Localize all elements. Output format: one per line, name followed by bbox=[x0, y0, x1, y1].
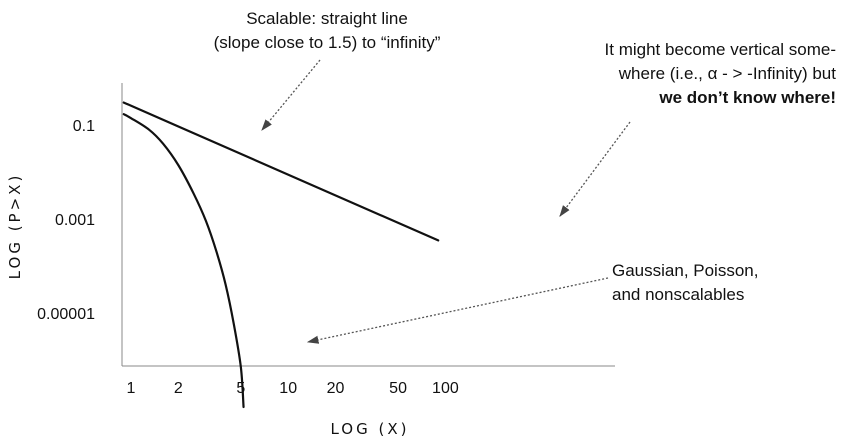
annotation-segment: where (i.e., α - > -Infinity) but bbox=[618, 64, 836, 83]
annotation-segment: and nonscalables bbox=[612, 285, 744, 304]
annotation-line: It might become vertical some- bbox=[605, 40, 836, 59]
annotation-3: Gaussian, Poisson, and nonscalables bbox=[612, 261, 758, 304]
series-line-scalable bbox=[122, 101, 440, 242]
annotation-segment: Scalable: straight line bbox=[246, 9, 408, 28]
y-tick-label: 0.00001 bbox=[37, 306, 95, 323]
x-tick-label: 2 bbox=[174, 380, 183, 397]
annotation-segment: Gaussian, Poisson, bbox=[612, 261, 758, 280]
y-tick-labels: 0.1 0.001 0.00001 bbox=[37, 118, 95, 323]
x-tick-label: 10 bbox=[279, 380, 297, 397]
y-axis-label: LOG (P>X) bbox=[6, 173, 24, 280]
annotation-line: Scalable: straight line bbox=[246, 9, 408, 28]
annotation-arrow bbox=[559, 121, 631, 217]
series-line-nonscalable bbox=[122, 113, 245, 409]
x-tick-label: 5 bbox=[236, 380, 245, 397]
y-tick-label: 0.001 bbox=[55, 212, 95, 229]
annotation-arrow bbox=[306, 277, 609, 344]
axes bbox=[121, 83, 615, 367]
annotation-line: we don’t know where! bbox=[658, 88, 836, 107]
annotation-arrow bbox=[261, 59, 321, 131]
x-tick-label: 1 bbox=[127, 380, 136, 397]
x-tick-label: 100 bbox=[432, 380, 459, 397]
x-tick-labels: 1 2 5 10 20 50 100 bbox=[127, 380, 459, 397]
annotation-2: It might become vertical some-where (i.e… bbox=[605, 40, 837, 107]
annotation-arrows bbox=[261, 59, 631, 344]
annotation-1: Scalable: straight line (slope close to 1… bbox=[214, 9, 441, 52]
annotation-segment: It might become vertical some- bbox=[605, 40, 836, 59]
annotation-line: Gaussian, Poisson, bbox=[612, 261, 758, 280]
annotation-line: where (i.e., α - > -Infinity) but bbox=[618, 64, 836, 83]
annotation-segment: we don’t know where! bbox=[658, 88, 836, 107]
series-lines bbox=[122, 101, 440, 409]
annotation-segment: (slope close to 1.5) to “infinity” bbox=[214, 33, 441, 52]
annotation-line: and nonscalables bbox=[612, 285, 744, 304]
annotation-line: (slope close to 1.5) to “infinity” bbox=[214, 33, 441, 52]
y-tick-label: 0.1 bbox=[73, 118, 95, 135]
x-axis-label: LOG (X) bbox=[330, 420, 409, 438]
x-tick-label: 50 bbox=[389, 380, 407, 397]
annotations: Scalable: straight line (slope close to 1… bbox=[214, 9, 837, 304]
x-tick-label: 20 bbox=[327, 380, 345, 397]
